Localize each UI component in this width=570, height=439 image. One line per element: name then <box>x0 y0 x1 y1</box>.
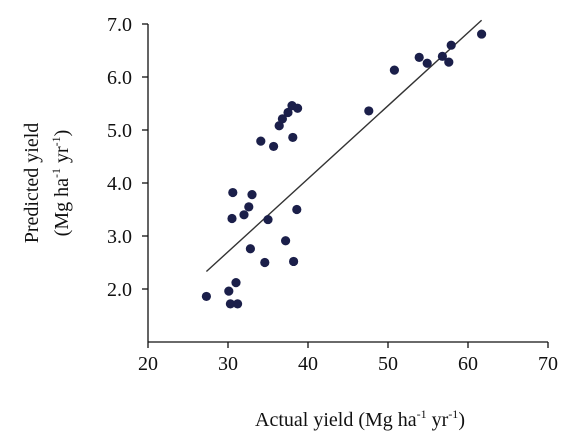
data-point <box>227 213 237 224</box>
data-point <box>233 299 243 309</box>
data-point <box>260 257 270 268</box>
data-point <box>389 65 399 75</box>
data-point <box>225 299 235 309</box>
x-tick-label: 20 <box>138 353 158 375</box>
x-tick-label: 60 <box>458 353 478 375</box>
data-points <box>201 29 487 309</box>
data-point <box>277 114 287 124</box>
data-point <box>293 103 303 113</box>
y-axis-title: Predicted yield (Mg ha-1 yr-1) <box>21 123 73 244</box>
data-point <box>247 190 257 200</box>
data-point <box>274 121 284 131</box>
y-tick-label: 2.0 <box>107 279 132 301</box>
data-point <box>281 236 291 246</box>
data-point <box>231 278 241 288</box>
data-point <box>414 52 424 62</box>
data-point <box>269 141 279 152</box>
y-axis-title-line1: Predicted yield <box>21 123 43 244</box>
data-point <box>288 132 298 143</box>
data-point <box>201 291 211 302</box>
y-tick-label: 3.0 <box>107 226 132 248</box>
y-axis-ticks: 2.0 3.0 4.0 5.0 6.0 7.0 <box>107 14 148 301</box>
data-point <box>283 107 293 118</box>
x-axis-title: Actual yield (Mg ha-1 yr-1) <box>255 407 465 431</box>
data-point <box>244 202 254 212</box>
y-tick-label: 6.0 <box>107 67 132 89</box>
data-point <box>477 29 487 39</box>
data-point <box>437 51 447 61</box>
data-point <box>228 187 238 198</box>
x-tick-label: 30 <box>218 353 238 375</box>
x-tick-label: 40 <box>298 353 318 375</box>
x-tick-label: 50 <box>378 353 398 375</box>
data-point <box>256 136 266 146</box>
data-point <box>263 214 273 225</box>
data-point <box>364 106 374 116</box>
data-point <box>444 57 454 67</box>
data-point <box>446 40 456 50</box>
y-tick-label: 4.0 <box>107 173 132 195</box>
y-axis-title-line2: (Mg ha-1 yr-1) <box>49 130 73 237</box>
data-point <box>289 256 299 267</box>
x-tick-label: 70 <box>538 353 558 375</box>
data-point <box>422 58 432 68</box>
regression-line-group <box>205 19 483 273</box>
y-tick-label: 7.0 <box>107 14 132 36</box>
x-axis-ticks: 20 30 40 50 60 70 <box>138 342 558 375</box>
data-point <box>224 286 234 296</box>
y-tick-label: 5.0 <box>107 120 132 142</box>
data-point <box>292 204 302 215</box>
data-point <box>245 244 255 254</box>
regression-line <box>205 19 483 273</box>
data-point <box>239 210 249 220</box>
